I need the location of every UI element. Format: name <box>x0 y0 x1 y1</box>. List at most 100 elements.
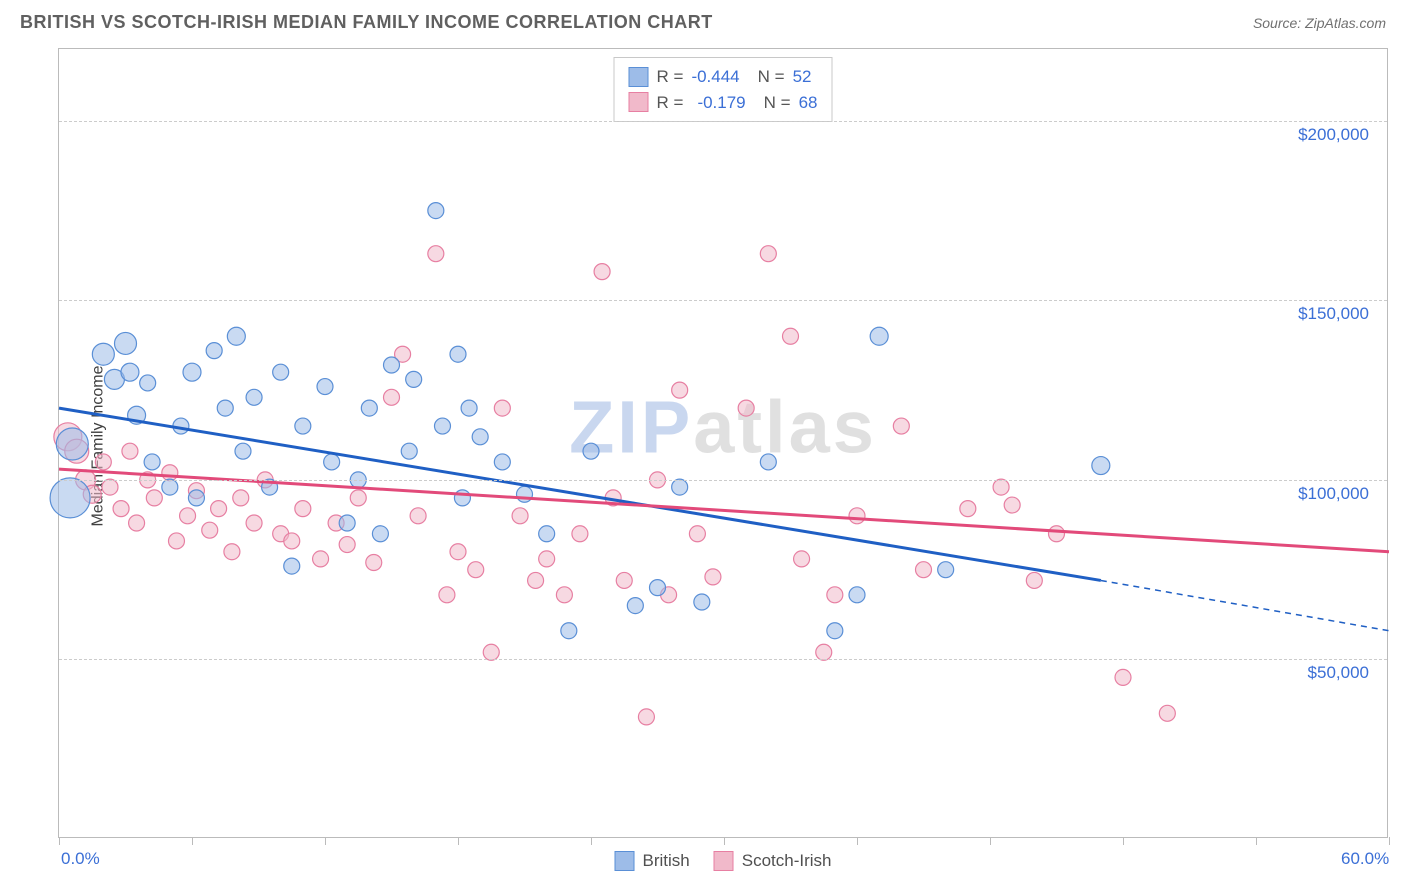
x-tick <box>1389 837 1390 845</box>
series-legend: British Scotch-Irish <box>615 851 832 871</box>
data-point <box>694 594 710 610</box>
data-point <box>528 572 544 588</box>
source-label: Source: <box>1253 15 1305 31</box>
data-point <box>468 562 484 578</box>
data-point <box>361 400 377 416</box>
data-point <box>689 526 705 542</box>
data-point <box>1092 457 1110 475</box>
data-point <box>816 644 832 660</box>
data-point <box>233 490 249 506</box>
data-point <box>313 551 329 567</box>
scatter-plot-svg <box>59 49 1387 837</box>
data-point <box>180 508 196 524</box>
data-point <box>461 400 477 416</box>
data-point <box>450 544 466 560</box>
data-point <box>1004 497 1020 513</box>
legend-label-scotch-irish: Scotch-Irish <box>742 851 832 871</box>
data-point <box>295 418 311 434</box>
data-point <box>539 551 555 567</box>
data-point <box>450 346 466 362</box>
gridline <box>59 121 1387 122</box>
data-point <box>366 555 382 571</box>
data-point <box>849 508 865 524</box>
data-point <box>616 572 632 588</box>
data-point <box>849 587 865 603</box>
data-point <box>794 551 810 567</box>
data-point <box>428 203 444 219</box>
data-point <box>827 623 843 639</box>
x-tick <box>857 837 858 845</box>
data-point <box>273 364 289 380</box>
data-point <box>92 343 114 365</box>
legend-item-british: British <box>615 851 690 871</box>
data-point <box>295 501 311 517</box>
data-point <box>627 598 643 614</box>
data-point <box>1159 705 1175 721</box>
x-tick <box>325 837 326 845</box>
scotch-irish-r-value: -0.179 <box>697 90 745 116</box>
x-tick <box>458 837 459 845</box>
data-point <box>572 526 588 542</box>
data-point <box>339 537 355 553</box>
data-point <box>893 418 909 434</box>
gridline <box>59 659 1387 660</box>
data-point <box>284 533 300 549</box>
british-r-value: -0.444 <box>691 64 739 90</box>
data-point <box>494 454 510 470</box>
data-point <box>539 526 555 542</box>
trend-line <box>59 469 1389 552</box>
y-tick-label: $150,000 <box>1298 304 1369 324</box>
data-point <box>434 418 450 434</box>
swatch-british <box>615 851 635 871</box>
data-point <box>206 343 222 359</box>
gridline <box>59 480 1387 481</box>
data-point <box>324 454 340 470</box>
data-point <box>650 580 666 596</box>
data-point <box>56 428 88 460</box>
data-point <box>472 429 488 445</box>
x-tick <box>1123 837 1124 845</box>
data-point <box>140 375 156 391</box>
r-label: R = <box>657 64 684 90</box>
legend-item-scotch-irish: Scotch-Irish <box>714 851 832 871</box>
x-tick <box>591 837 592 845</box>
data-point <box>705 569 721 585</box>
data-point <box>1026 572 1042 588</box>
data-point <box>916 562 932 578</box>
data-point <box>454 490 470 506</box>
data-point <box>760 454 776 470</box>
data-point <box>583 443 599 459</box>
data-point <box>115 332 137 354</box>
data-point <box>439 587 455 603</box>
data-point <box>246 515 262 531</box>
data-point <box>224 544 240 560</box>
chart-title: BRITISH VS SCOTCH-IRISH MEDIAN FAMILY IN… <box>20 12 713 33</box>
data-point <box>672 479 688 495</box>
data-point <box>827 587 843 603</box>
data-point <box>556 587 572 603</box>
data-point <box>284 558 300 574</box>
data-point <box>410 508 426 524</box>
data-point <box>121 363 139 381</box>
x-tick-label: 0.0% <box>61 849 100 869</box>
x-tick <box>192 837 193 845</box>
data-point <box>162 465 178 481</box>
x-tick-label: 60.0% <box>1341 849 1389 869</box>
data-point <box>760 246 776 262</box>
legend-label-british: British <box>643 851 690 871</box>
scotch-irish-n-value: 68 <box>799 90 818 116</box>
data-point <box>144 454 160 470</box>
data-point <box>384 389 400 405</box>
data-point <box>183 363 201 381</box>
data-point <box>95 454 111 470</box>
trend-line <box>1101 580 1389 630</box>
stats-legend: R = -0.444 N = 52 R = -0.179 N = 68 <box>614 57 833 122</box>
data-point <box>211 501 227 517</box>
data-point <box>246 389 262 405</box>
swatch-british <box>629 67 649 87</box>
data-point <box>168 533 184 549</box>
data-point <box>483 644 499 660</box>
stats-row-british: R = -0.444 N = 52 <box>629 64 818 90</box>
n-label: N = <box>758 64 785 90</box>
data-point <box>188 490 204 506</box>
